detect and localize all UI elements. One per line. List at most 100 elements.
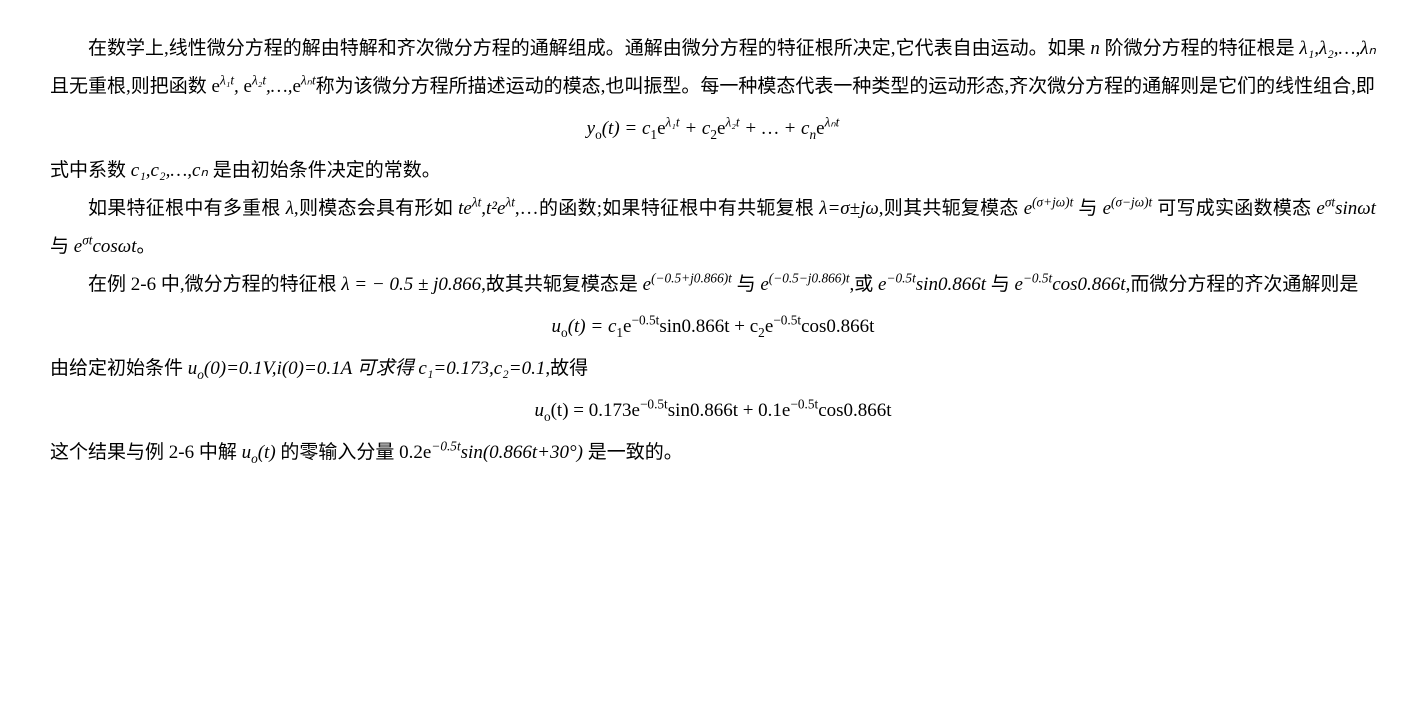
e4: e xyxy=(1015,274,1023,295)
e: e xyxy=(463,198,471,219)
eq-en: e xyxy=(816,118,824,139)
cos: cosωt xyxy=(92,236,136,257)
paragraph-2: 式中系数 c₁,c₂,…,cₙ 是由初始条件决定的常数。 xyxy=(50,152,1376,190)
sub-o: o xyxy=(544,409,551,424)
e6: e xyxy=(74,236,82,257)
text: 如果特征根中有多重根 xyxy=(88,198,286,219)
u: u xyxy=(534,400,544,421)
e2: e xyxy=(760,274,768,295)
sin: sin0.866t + 0.1e xyxy=(668,400,791,421)
paragraph-5: 由给定初始条件 uo(0)=0.1V,i(0)=0.1A 可求得 c₁=0.17… xyxy=(50,350,1376,388)
text: 可写成实函数模态 xyxy=(1152,198,1316,219)
equation-1: yo(t) = c1eλ₁t + c2eλ₂t + … + cneλₙt xyxy=(50,110,1376,148)
sup-exp2: (−0.5−j0.866)t xyxy=(769,271,850,286)
eq-plus: + c xyxy=(680,118,711,139)
u: u xyxy=(242,442,252,463)
conj-root: λ=σ±jω xyxy=(819,198,879,219)
sup-m2: −0.5t xyxy=(790,397,818,412)
eq-a: (t) = c xyxy=(568,316,617,337)
and: 与 xyxy=(732,274,761,295)
i0a: (0)=0.1A 可求得 xyxy=(282,358,419,379)
text: ,故其共轭复模态是 xyxy=(481,274,643,295)
and: 与 xyxy=(1073,198,1102,219)
eq-dots: + … + c xyxy=(740,118,810,139)
t2: t² xyxy=(486,198,497,219)
e: e xyxy=(643,274,651,295)
sin: sin0.866t xyxy=(916,274,986,295)
sin: sinωt xyxy=(1335,198,1376,219)
period: 。 xyxy=(137,236,156,257)
sub-o: o xyxy=(561,325,568,340)
text: 是一致的。 xyxy=(583,442,683,463)
c-vals: c₁=0.173,c₂=0.1 xyxy=(418,358,545,379)
lambda: λ xyxy=(286,198,294,219)
sup-m: −0.5t xyxy=(640,397,668,412)
sup-exp1: (σ+jω)t xyxy=(1032,195,1073,210)
e4: e xyxy=(1103,198,1111,219)
eq-text: (t) = c xyxy=(602,118,651,139)
and2: 与 xyxy=(50,236,74,257)
eq-e: e xyxy=(657,118,665,139)
eq-a: (t) = 0.173e xyxy=(551,400,640,421)
eq-sub-o: o xyxy=(595,127,602,142)
sup-l1: λ₁t xyxy=(666,115,680,130)
text: 阶微分方程的特征根是 xyxy=(1100,38,1300,59)
text: ,则其共轭复模态 xyxy=(879,198,1024,219)
sin: sin0.866t + c xyxy=(659,316,758,337)
sup-l2: λ₂t xyxy=(725,115,739,130)
sup-exp1: (−0.5+j0.866)t xyxy=(651,271,732,286)
ut: (t) xyxy=(258,442,276,463)
text: 是由初始条件决定的常数。 xyxy=(208,160,441,181)
sub-o: o xyxy=(197,367,204,382)
text: ,故得 xyxy=(545,358,588,379)
sub-o: o xyxy=(251,451,258,466)
text: 在数学上,线性微分方程的解由特解和齐次微分方程的通解组成。通解由微分方程的特征根… xyxy=(88,38,1090,59)
paragraph-3: 如果特征根中有多重根 λ,则模态会具有形如 teλt,t²eλt,…的函数;如果… xyxy=(50,190,1376,266)
text: 且无重根,则把函数 xyxy=(50,76,212,97)
text: ,则模态会具有形如 xyxy=(294,198,458,219)
e2: e xyxy=(765,316,773,337)
text: ,…的函数;如果特征根中有共轭复根 xyxy=(515,198,819,219)
sub-2: 2 xyxy=(710,127,717,142)
and2: 与 xyxy=(986,274,1015,295)
sup-lt: λt xyxy=(472,195,481,210)
text: ,或 xyxy=(850,274,879,295)
text: 由给定初始条件 xyxy=(50,358,188,379)
sup-ln: λₙt xyxy=(825,115,840,130)
text: 的零输入分量 0.2e xyxy=(276,442,432,463)
sup-m05: −0.5t xyxy=(886,271,915,286)
u: u xyxy=(552,316,562,337)
e3: e xyxy=(1024,198,1032,219)
var-n: n xyxy=(1090,38,1100,59)
sup-st: σt xyxy=(1325,195,1335,210)
text: ,而微分方程的齐次通解则是 xyxy=(1126,274,1359,295)
text: 称为该微分方程所描述运动的模态,也叫振型。每一种模态代表一种类型的运动形态,齐次… xyxy=(316,76,1375,97)
sup-m: −0.5t xyxy=(631,313,659,328)
basis-funcs: eλ₁t, eλ₂t,…,eλₙt xyxy=(212,76,316,97)
equation-2: uo(t) = c1e−0.5tsin0.866t + c2e−0.5tcos0… xyxy=(50,308,1376,346)
sin: sin(0.866t+30°) xyxy=(461,442,583,463)
paragraph-6: 这个结果与例 2-6 中解 uo(t) 的零输入分量 0.2e−0.5tsin(… xyxy=(50,434,1376,472)
eq-y: y xyxy=(587,118,595,139)
cos: cos0.866t xyxy=(818,400,891,421)
u: u xyxy=(188,358,198,379)
text: 这个结果与例 2-6 中解 xyxy=(50,442,242,463)
coeffs: c₁,c₂,…,cₙ xyxy=(131,160,208,181)
paragraph-4: 在例 2-6 中,微分方程的特征根 λ = − 0.5 ± j0.866,故其共… xyxy=(50,266,1376,304)
lam-val: λ = − 0.5 ± j0.866 xyxy=(341,274,481,295)
u0v: (0)=0.1V, xyxy=(204,358,277,379)
cos: cos0.866t xyxy=(1052,274,1125,295)
sup-exp2: (σ−jω)t xyxy=(1111,195,1152,210)
sup-m05b: −0.5t xyxy=(1023,271,1052,286)
sup-m2: −0.5t xyxy=(773,313,801,328)
sup-lt2: λt xyxy=(505,195,514,210)
paragraph-1: 在数学上,线性微分方程的解由特解和齐次微分方程的通解组成。通解由微分方程的特征根… xyxy=(50,30,1376,106)
roots: λ₁,λ₂,…,λₙ xyxy=(1299,38,1376,59)
sup-m: −0.5t xyxy=(431,439,460,454)
e5: e xyxy=(1316,198,1324,219)
text: 在例 2-6 中,微分方程的特征根 xyxy=(88,274,341,295)
sup-st2: σt xyxy=(82,233,92,248)
text: 式中系数 xyxy=(50,160,131,181)
sub-2: 2 xyxy=(758,325,765,340)
cos: cos0.866t xyxy=(801,316,874,337)
